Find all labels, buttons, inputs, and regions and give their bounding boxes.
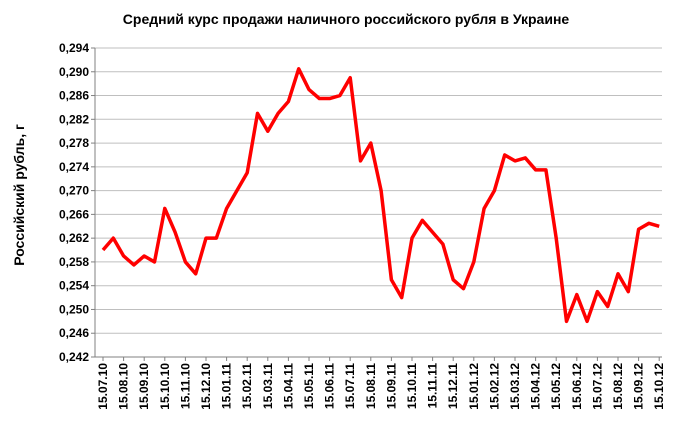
x-tick-label: 15.09.11 xyxy=(384,363,398,409)
x-tick-label: 15.06.12 xyxy=(570,363,584,410)
y-tick-label: 0,262 xyxy=(59,231,89,245)
x-tick-label: 15.07.11 xyxy=(343,363,357,409)
y-tick-label: 0,278 xyxy=(59,136,89,150)
line xyxy=(101,67,660,324)
x-tick-label: 15.09.10 xyxy=(137,363,151,410)
y-tick-label: 0,266 xyxy=(59,207,89,221)
x-tick-label: 15.12.10 xyxy=(199,363,213,410)
x-tick-label: 15.03.11 xyxy=(261,363,275,409)
y-tick-label: 0,282 xyxy=(59,112,89,126)
y-tick-label: 0,258 xyxy=(59,255,89,269)
y-tick-label: 0,274 xyxy=(59,160,89,174)
x-tick-label: 15.08.10 xyxy=(117,363,131,410)
x-tick-label: 15.01.12 xyxy=(467,363,481,410)
y-tick-label: 0,254 xyxy=(59,279,89,293)
x-tick-label: 15.04.12 xyxy=(529,363,543,410)
x-tick-label: 15.08.12 xyxy=(611,363,625,410)
x-tick-label: 15.10.10 xyxy=(158,363,172,410)
y-axis-label: Российский рубль, г xyxy=(11,124,27,266)
x-tick-label: 15.01.11 xyxy=(220,363,234,409)
y-tick-label: 0,286 xyxy=(59,89,89,103)
y-tick-label: 0,294 xyxy=(59,41,89,55)
x-tick-label: 15.07.12 xyxy=(590,363,604,410)
x-tick-label: 15.05.12 xyxy=(549,363,563,410)
x-tick-label: 15.08.11 xyxy=(364,363,378,409)
x-tick-label: 15.12.11 xyxy=(446,363,460,409)
x-tick-label: 15.05.11 xyxy=(302,363,316,409)
x-tick-label: 15.04.11 xyxy=(281,363,295,409)
x-tick-label: 15.06.11 xyxy=(323,363,337,409)
y-tick-label: 0,242 xyxy=(59,350,89,364)
x-tick-label: 15.10.11 xyxy=(405,363,419,409)
y-tick-label: 0,290 xyxy=(59,65,89,79)
x-tick-label: 15.11.11 xyxy=(426,363,440,409)
y-tick-label: 0,270 xyxy=(59,184,89,198)
x-tick-label: 15.11.10 xyxy=(178,363,192,409)
x-tick-label: 15.03.12 xyxy=(508,363,522,410)
y-tick-label: 0,246 xyxy=(59,326,89,340)
x-tick-label: 15.02.12 xyxy=(487,363,501,410)
x-tick-label: 15.07.10 xyxy=(96,363,110,410)
y-tick-label: 0,250 xyxy=(59,302,89,316)
chart-title: Средний курс продажи наличного российско… xyxy=(123,11,570,27)
x-tick-label: 15.02.11 xyxy=(240,363,254,409)
x-tick-label: 15.10.12 xyxy=(652,363,666,410)
x-tick-label: 15.09.12 xyxy=(632,363,646,410)
